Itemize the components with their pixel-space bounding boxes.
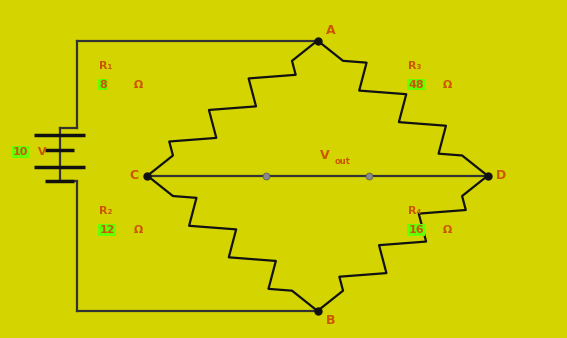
Text: 48: 48	[408, 79, 424, 90]
Text: Ω: Ω	[439, 225, 452, 235]
Text: R₂: R₂	[99, 206, 113, 216]
Text: R₄: R₄	[408, 206, 422, 216]
Text: C: C	[130, 169, 139, 182]
Text: 10: 10	[12, 147, 28, 157]
Text: out: out	[335, 156, 350, 166]
Text: R₃: R₃	[408, 61, 422, 71]
Text: Ω: Ω	[130, 79, 143, 90]
Text: V: V	[34, 147, 46, 157]
Text: 8: 8	[99, 79, 107, 90]
Text: Ω: Ω	[130, 225, 143, 235]
Text: 12: 12	[99, 225, 115, 235]
Text: B: B	[326, 314, 336, 327]
Text: V: V	[320, 149, 330, 162]
Text: Ω: Ω	[439, 79, 452, 90]
Text: 16: 16	[408, 225, 424, 235]
Text: A: A	[326, 24, 336, 37]
Text: R₁: R₁	[99, 61, 113, 71]
Text: D: D	[496, 169, 506, 182]
